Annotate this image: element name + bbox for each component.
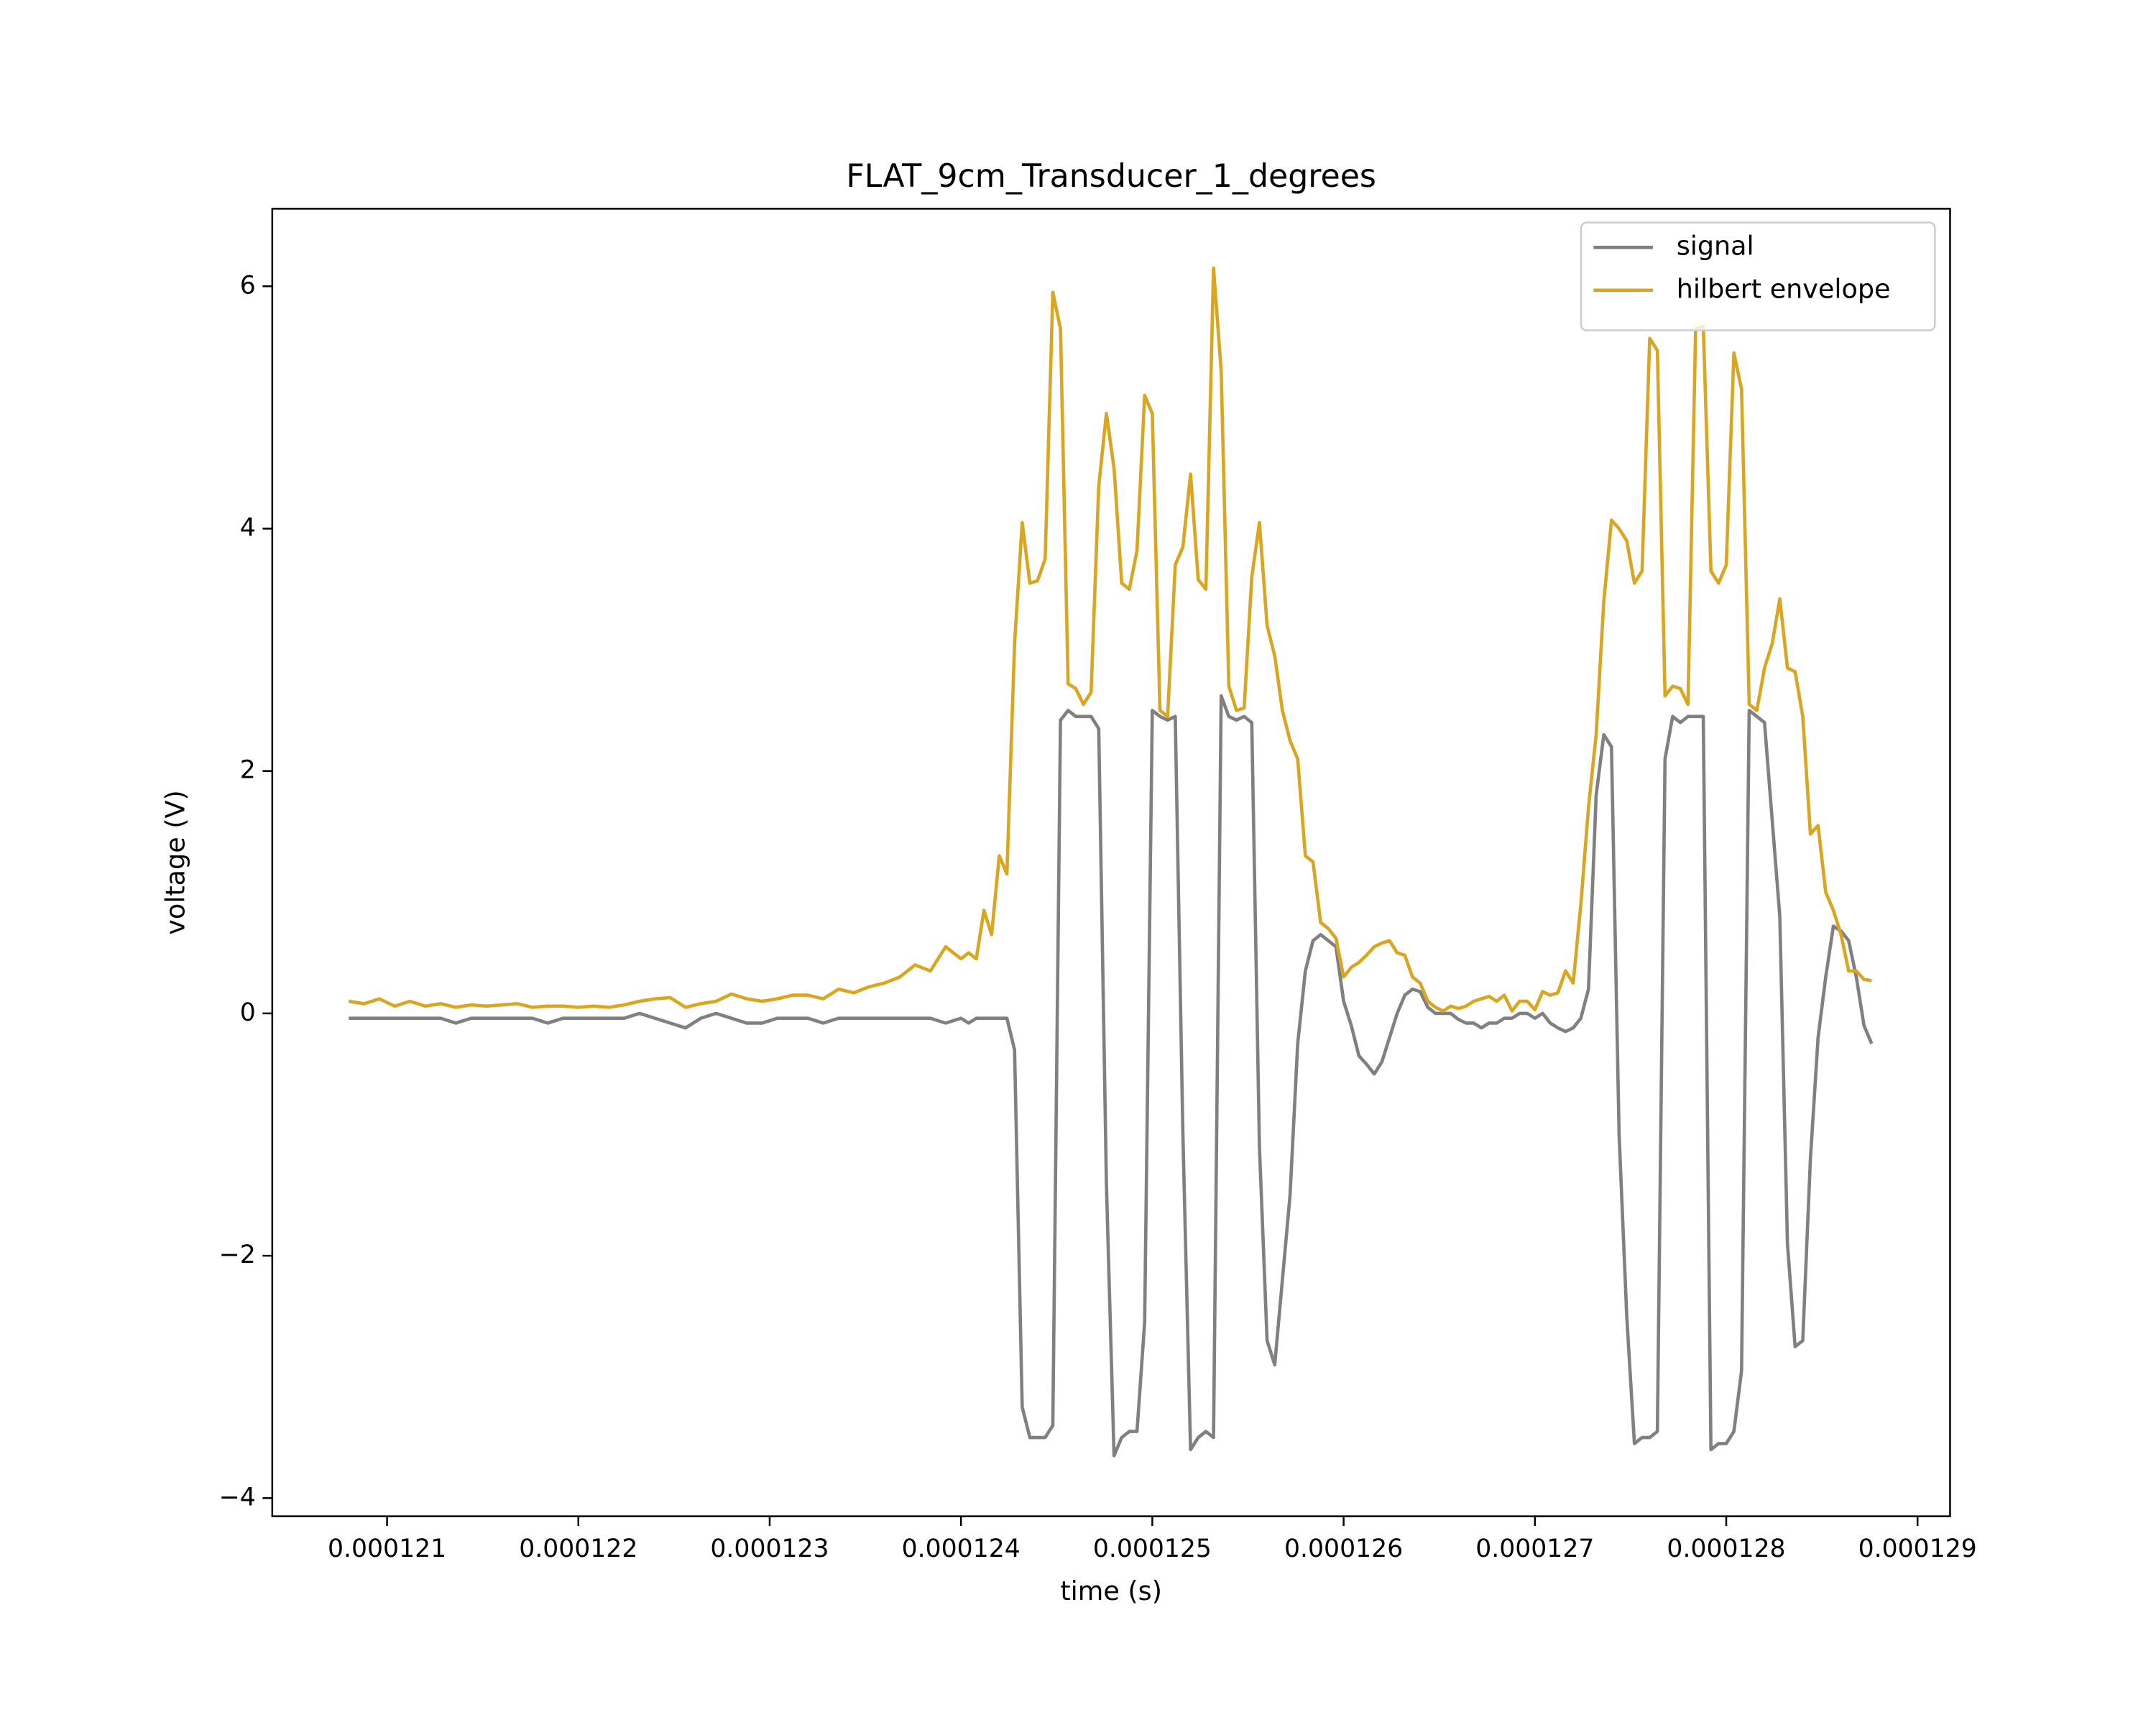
y-tick-label: 6 — [240, 271, 256, 300]
plot-area: 0.000121 0.000122 0.000123 0.000124 0.000125… — [219, 208, 1977, 1563]
legend-label: hilbert envelope — [1677, 273, 1891, 304]
x-tick-label: 0.000126 — [1284, 1535, 1403, 1563]
x-tick-label: 0.000124 — [902, 1535, 1021, 1563]
legend-label: signal — [1677, 231, 1754, 262]
x-tick-label: 0.000122 — [519, 1535, 637, 1563]
chart-title: FLAT_9cm_Transducer_1_degrees — [846, 158, 1376, 195]
x-axis-label: time (s) — [1060, 1576, 1162, 1606]
series-line — [349, 694, 1874, 1458]
x-tick-label: 0.000128 — [1667, 1535, 1785, 1563]
y-tick-label: −4 — [219, 1483, 256, 1512]
y-tick-label: 0 — [240, 998, 256, 1027]
legend-box — [1580, 221, 1936, 331]
legend: signal hilbert envelope — [1580, 221, 1936, 331]
plot-frame — [271, 208, 1951, 1517]
y-tick-label: −2 — [219, 1241, 256, 1269]
y-axis-label: voltage (V) — [160, 790, 191, 935]
x-tick-label: 0.000129 — [1858, 1535, 1977, 1563]
x-tick-label: 0.000123 — [710, 1535, 829, 1563]
y-tick-label: 4 — [240, 513, 256, 542]
x-tick-label: 0.000125 — [1093, 1535, 1212, 1563]
x-tick-label: 0.000127 — [1475, 1535, 1594, 1563]
series-line — [348, 266, 1872, 1013]
y-tick-label: 2 — [240, 756, 256, 785]
x-tick-label: 0.000121 — [328, 1535, 446, 1563]
